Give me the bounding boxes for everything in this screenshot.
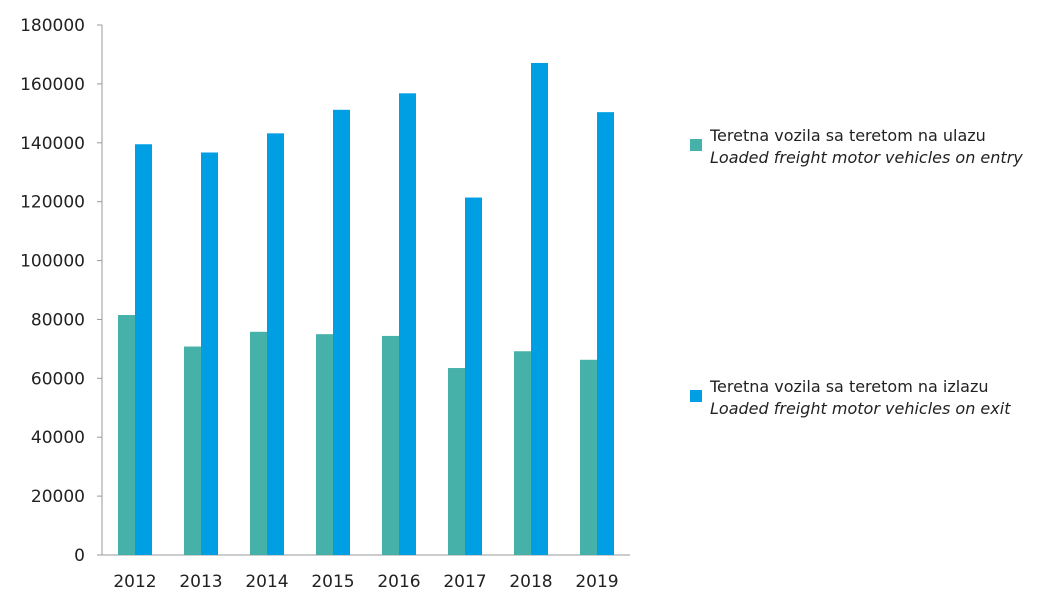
bar-exit-2018 <box>531 62 548 555</box>
bars <box>118 62 614 556</box>
x-axis-ticks: 2012 2013 2014 2015 2016 2017 2018 2019 <box>113 572 618 592</box>
y-tick-label: 20000 <box>31 487 85 507</box>
y-tick-label: 140000 <box>20 134 85 154</box>
bar-entry-2015 <box>316 334 333 555</box>
bar-entry-2014 <box>250 331 267 555</box>
x-tick-label: 2015 <box>311 572 354 592</box>
y-tick-label: 100000 <box>20 252 85 272</box>
bar-exit-2014 <box>267 133 284 555</box>
x-tick-label: 2019 <box>575 572 618 592</box>
bar-entry-2017 <box>448 368 465 555</box>
y-axis-ticks: 0 20000 40000 60000 80000 100000 120000 140000 1… <box>20 16 102 566</box>
bar-exit-2013 <box>201 152 218 555</box>
bar-exit-2019 <box>597 112 614 556</box>
y-tick-label: 180000 <box>20 16 85 36</box>
legend-label-entry: Teretna vozila sa teretom na ulazu Loade… <box>710 125 1023 169</box>
y-tick-label: 120000 <box>20 193 85 213</box>
x-tick-label: 2014 <box>245 572 288 592</box>
bar-exit-2012 <box>135 144 152 555</box>
legend-label-exit-local: Teretna vozila sa teretom na izlazu <box>710 377 989 396</box>
bar-entry-2013 <box>184 346 201 555</box>
x-tick-label: 2012 <box>113 572 156 592</box>
legend-label-exit: Teretna vozila sa teretom na izlazu Load… <box>710 376 1010 420</box>
x-tick-label: 2018 <box>509 572 552 592</box>
y-tick-label: 0 <box>74 546 85 566</box>
bar-exit-2017 <box>465 197 482 556</box>
legend-swatch-exit <box>690 390 702 402</box>
x-tick-label: 2017 <box>443 572 486 592</box>
legend-label-exit-english: Loaded freight motor vehicles on exit <box>710 399 1011 418</box>
x-tick-label: 2016 <box>377 572 420 592</box>
x-tick-label: 2013 <box>179 572 222 592</box>
bar-exit-2016 <box>399 93 416 556</box>
bar-entry-2018 <box>514 351 531 555</box>
legend-label-entry-local: Teretna vozila sa teretom na ulazu <box>710 126 986 145</box>
bar-entry-2019 <box>580 359 597 555</box>
bar-exit-2015 <box>333 109 350 556</box>
bar-entry-2016 <box>382 335 399 555</box>
legend-label-entry-english: Loaded freight motor vehicles on entry <box>710 148 1023 167</box>
y-tick-label: 40000 <box>31 428 85 448</box>
y-tick-label: 60000 <box>31 369 85 389</box>
legend-swatch-entry <box>690 139 702 151</box>
y-tick-label: 80000 <box>31 310 85 330</box>
y-tick-label: 160000 <box>20 75 85 95</box>
bar-entry-2012 <box>118 315 135 555</box>
